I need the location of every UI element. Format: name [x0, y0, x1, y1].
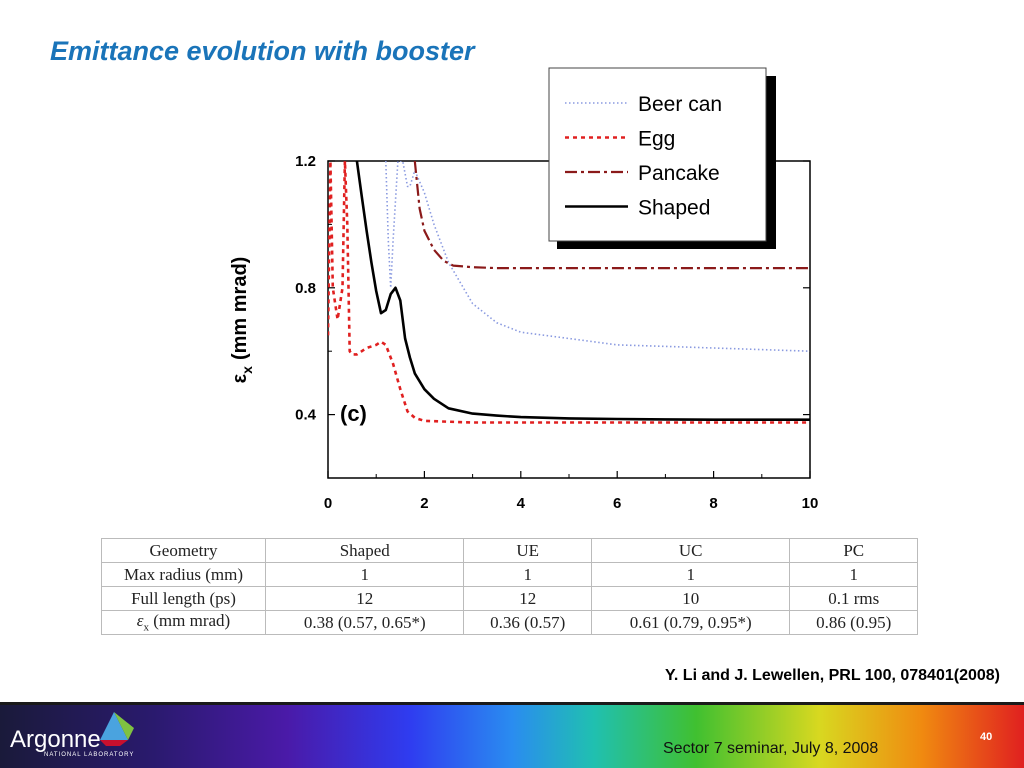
citation: Y. Li and J. Lewellen, PRL 100, 078401(2…	[665, 667, 1000, 684]
legend-label: Pancake	[638, 162, 720, 185]
table-header-row: Geometry Shaped UE UC PC	[101, 538, 918, 563]
series-line-egg	[328, 161, 810, 424]
y-tick-labels: 0.4 0.8 1.2	[295, 153, 317, 424]
table-cell: 0.86 (0.95)	[789, 610, 918, 635]
table-row: Full length (ps) 12 12 10 0.1 rms	[101, 586, 918, 611]
y-tick-label: 0.4	[295, 407, 317, 424]
row-label-units: (mm mrad)	[149, 611, 231, 631]
panel-annotation: (c)	[340, 401, 367, 426]
table-header: Shaped	[264, 538, 465, 563]
table-cell: 12	[264, 586, 465, 611]
table-cell: 10	[590, 586, 791, 611]
argonne-logo-icon	[100, 712, 134, 746]
row-label-symbol: ε	[136, 611, 144, 631]
row-label: Full length (ps)	[101, 586, 266, 611]
table-header: UC	[590, 538, 791, 563]
geometry-table: Geometry Shaped UE UC PC Max radius (mm)…	[101, 538, 918, 635]
table-cell: 1	[789, 562, 918, 587]
legend-label: Beer can	[638, 93, 722, 116]
footer-text: Sector 7 seminar, July 8, 2008	[663, 740, 879, 757]
y-tick-label: 1.2	[295, 153, 316, 170]
y-axis-label-symbol: ε	[229, 373, 251, 383]
footer-bar	[0, 702, 1024, 768]
footer-divider	[0, 702, 1024, 705]
series-line-pancake	[413, 161, 810, 270]
slide-title: Emittance evolution with booster	[50, 36, 475, 66]
page-number: 40	[980, 731, 993, 743]
legend-label: Shaped	[638, 197, 710, 220]
legend-label: Egg	[638, 128, 675, 151]
table-header: UE	[463, 538, 592, 563]
x-tick-label: 4	[517, 495, 526, 512]
axis-ticks	[327, 160, 811, 478]
x-tick-label: 10	[802, 495, 819, 512]
table-cell: 1	[590, 562, 791, 587]
legend: Beer can Egg Pancake Shaped	[548, 67, 776, 249]
table-cell: 0.38 (0.57, 0.65*)	[264, 610, 465, 635]
x-tick-label: 6	[613, 495, 621, 512]
x-tick-labels: 0 2 4 6 8 10	[324, 495, 819, 512]
table-cell: 1	[264, 562, 465, 587]
argonne-logo-text: Argonne	[10, 726, 101, 753]
argonne-logo-subtext: NATIONAL LABORATORY	[44, 752, 135, 758]
y-tick-label: 0.8	[295, 280, 316, 297]
y-axis-label-units: (mm mrad)	[229, 257, 251, 360]
table-cell: 12	[463, 586, 592, 611]
table-header: PC	[789, 538, 918, 563]
table-header: Geometry	[101, 538, 266, 563]
y-axis-label-subscript: x	[239, 366, 255, 374]
table-row: εx (mm mrad) 0.38 (0.57, 0.65*) 0.36 (0.…	[101, 610, 918, 635]
x-tick-label: 8	[709, 495, 717, 512]
table-row: Max radius (mm) 1 1 1 1	[101, 562, 918, 587]
table-cell: 1	[463, 562, 592, 587]
row-label: εx (mm mrad)	[101, 610, 266, 635]
x-tick-label: 0	[324, 495, 332, 512]
x-tick-label: 2	[420, 495, 428, 512]
table-cell: 0.61 (0.79, 0.95*)	[590, 610, 791, 635]
emittance-chart: 0 2 4 6 8 10 0.4 0.8 1.2 (c) εx (mm mrad) Beer c…	[229, 67, 819, 512]
y-axis-label: εx (mm mrad)	[229, 257, 255, 384]
legend-entries: Beer can Egg Pancake Shaped	[565, 93, 722, 220]
series-group	[328, 161, 810, 424]
row-label: Max radius (mm)	[101, 562, 266, 587]
series-line-shaped	[355, 161, 810, 422]
row-label-subscript: x	[143, 621, 150, 634]
table-cell: 0.36 (0.57)	[463, 610, 592, 635]
table-cell: 0.1 rms	[789, 586, 918, 611]
